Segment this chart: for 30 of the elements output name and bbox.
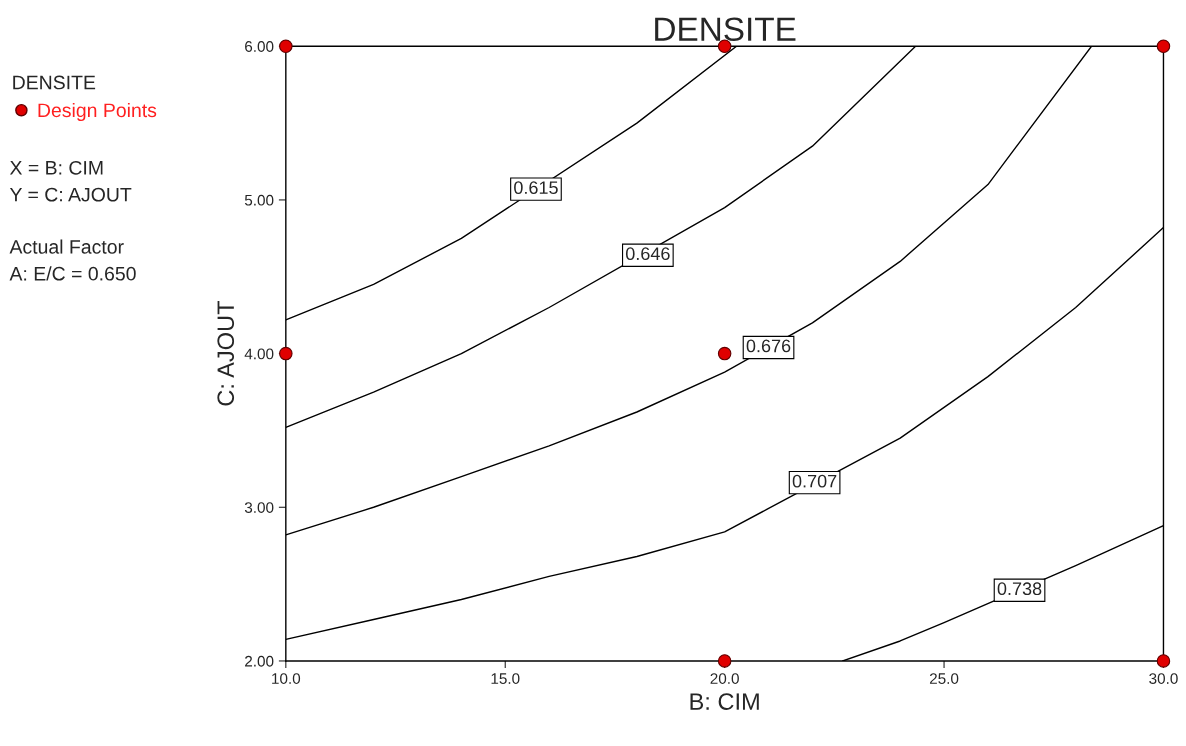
x-tick-label: 15.0 bbox=[491, 673, 520, 684]
legend-title: DENSITE bbox=[13, 75, 96, 90]
point bbox=[717, 346, 732, 361]
y-tick-label: 6.00 bbox=[245, 41, 274, 52]
annotation: 0.707 bbox=[792, 474, 837, 488]
point bbox=[1156, 39, 1171, 54]
y-tick-label: 5.00 bbox=[244, 194, 274, 206]
annotation: 0.738 bbox=[997, 582, 1042, 596]
text: X = B: CIM bbox=[9, 160, 103, 175]
text: A: E/C = 0.650 bbox=[9, 266, 136, 281]
point bbox=[279, 346, 293, 361]
x-tick-label: 30.0 bbox=[1149, 673, 1178, 684]
point bbox=[1156, 654, 1171, 668]
text: Y = C: AJOUT bbox=[9, 187, 132, 202]
annotation: 0.676 bbox=[746, 339, 791, 353]
y-tick-label: 2.00 bbox=[245, 655, 274, 667]
point bbox=[279, 39, 293, 54]
x-tick-label: 25.0 bbox=[929, 673, 959, 684]
x-axis-title: B: CIM bbox=[690, 693, 759, 710]
y-tick-label: 4.00 bbox=[244, 348, 274, 360]
y-tick-label: 3.00 bbox=[244, 502, 274, 513]
legend-label: Design Points bbox=[38, 102, 157, 122]
annotation: 0.615 bbox=[514, 181, 558, 195]
y-axis-title: C: AJOUT bbox=[217, 301, 235, 406]
chart-title: DENSITE bbox=[655, 17, 796, 42]
point bbox=[717, 654, 732, 668]
x-tick-label: 10.0 bbox=[272, 673, 301, 684]
text: Actual Factor bbox=[9, 239, 124, 254]
x-tick-label: 20.0 bbox=[710, 673, 739, 684]
annotation: 0.646 bbox=[625, 247, 670, 261]
